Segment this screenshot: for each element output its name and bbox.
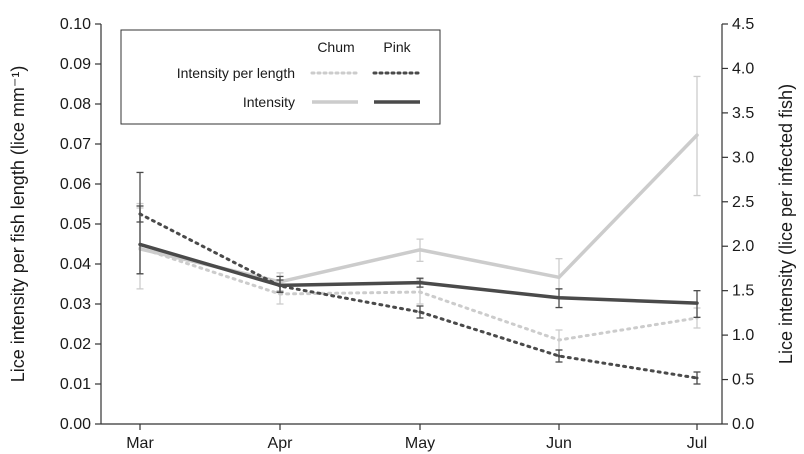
data-point [557, 338, 561, 342]
data-point [278, 283, 282, 287]
legend-col-pink: Pink [383, 39, 411, 55]
left-tick-label: 0.05 [60, 216, 91, 233]
data-point [418, 290, 422, 294]
left-tick-label: 0.00 [60, 416, 91, 433]
x-axis: Mar Apr May Jun Jul [126, 424, 707, 452]
left-tick-label: 0.07 [60, 136, 91, 153]
data-point [418, 310, 422, 314]
right-tick-label: 3.5 [732, 105, 754, 122]
series-line [138, 242, 699, 305]
series-layer [136, 75, 701, 385]
left-tick-label: 0.03 [60, 296, 91, 313]
left-tick-label: 0.01 [60, 376, 91, 393]
right-tick-label: 1.0 [732, 327, 754, 344]
data-point [557, 296, 561, 300]
left-axis: 0.00 0.01 0.02 0.03 0.04 0.05 0.06 0.07 0.08 0.09… [60, 16, 101, 433]
series-pink-intensity-per-length [136, 205, 701, 385]
right-tick-label: 2.0 [732, 238, 754, 255]
legend: Chum Pink Intensity per length Intensity [120, 29, 441, 125]
data-point [418, 248, 422, 252]
data-point [278, 292, 282, 296]
legend-col-chum: Chum [317, 39, 354, 55]
right-tick-label: 3.0 [732, 149, 754, 166]
x-tick-label: May [405, 435, 435, 452]
left-axis-title: Lice intensity per fish length (lice mm⁻… [8, 66, 28, 383]
data-point [695, 376, 699, 380]
data-point [695, 133, 699, 137]
data-point [695, 301, 699, 305]
legend-row-intensity: Intensity [243, 94, 295, 110]
data-point [557, 354, 561, 358]
data-point [418, 281, 422, 285]
data-point [138, 242, 142, 246]
left-tick-label: 0.06 [60, 176, 91, 193]
right-tick-label: 2.5 [732, 194, 754, 211]
left-tick-label: 0.02 [60, 336, 91, 353]
right-tick-label: 4.5 [732, 16, 754, 33]
series-line [138, 133, 699, 284]
x-tick-label: Mar [126, 435, 154, 452]
x-tick-label: Apr [268, 435, 294, 452]
legend-row-intensity-per-length: Intensity per length [177, 65, 295, 81]
series-chum-intensity-per-length [136, 207, 701, 351]
data-point [557, 275, 561, 279]
left-tick-label: 0.09 [60, 56, 91, 73]
left-tick-label: 0.04 [60, 256, 91, 273]
x-tick-label: Jul [687, 435, 707, 452]
left-tick-label: 0.10 [60, 16, 91, 33]
left-tick-label: 0.08 [60, 96, 91, 113]
right-tick-label: 0.5 [732, 372, 754, 389]
right-axis: 0.0 0.5 1.0 1.5 2.0 2.5 3.0 3.5 4.0 4.5 [722, 16, 754, 433]
series-pink-intensity [136, 171, 701, 318]
right-tick-label: 1.5 [732, 283, 754, 300]
right-tick-label: 4.0 [732, 60, 754, 77]
x-tick-label: Jun [546, 435, 572, 452]
right-axis-title: Lice intensity (lice per infected fish) [776, 84, 796, 364]
legend-box [120, 29, 441, 125]
right-tick-label: 0.0 [732, 416, 754, 433]
